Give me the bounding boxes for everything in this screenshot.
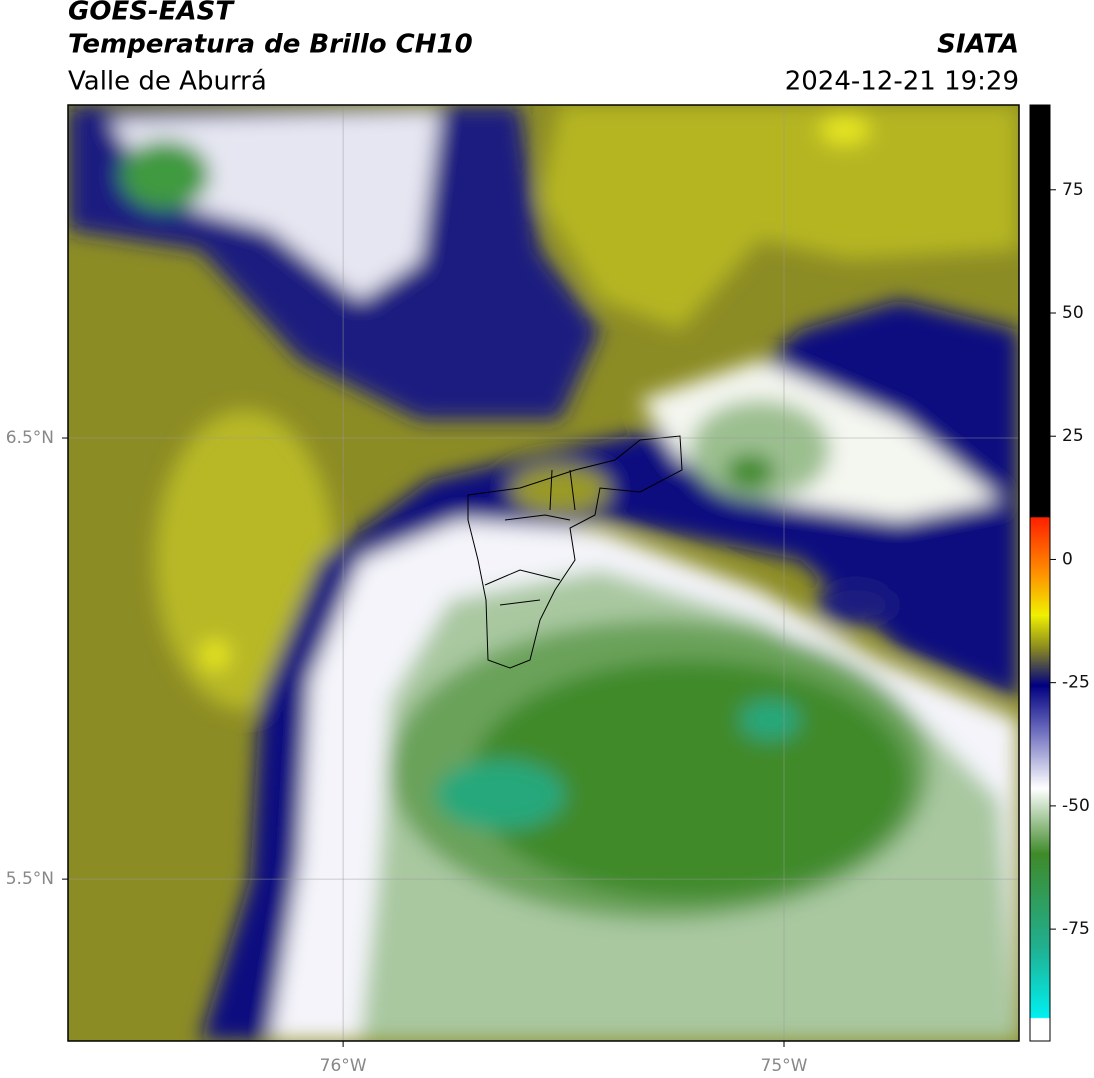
brightness-field	[68, 105, 1019, 1041]
datetime: 2024-12-21 19:29	[785, 67, 1019, 97]
colorbar-tick-label: -25	[1062, 673, 1090, 693]
map-frame	[67, 104, 1020, 1042]
colorbar-tick-label: -75	[1062, 919, 1090, 939]
y-tick-label: 6.5°N	[6, 428, 54, 448]
y-tick-label: 5.5°N	[6, 869, 54, 889]
colorbar-tick-label: -50	[1062, 796, 1090, 816]
colorbar-tick-label: 0	[1062, 549, 1073, 569]
subtitle: Temperatura de Brillo CH10	[68, 30, 473, 60]
colorbar-tick-label: 75	[1062, 180, 1084, 200]
source: SIATA	[937, 30, 1019, 60]
x-tick-label: 75°W	[761, 1056, 808, 1076]
region: Valle de Aburrá	[68, 67, 267, 97]
colorbar-tick-label: 50	[1062, 303, 1084, 323]
colorbar-tick-label: 25	[1062, 426, 1084, 446]
x-tick-label: 76°W	[320, 1056, 367, 1076]
colorbar	[1029, 104, 1051, 1042]
title: GOES-EAST	[68, 0, 235, 27]
municipal-boundaries	[467, 435, 683, 669]
